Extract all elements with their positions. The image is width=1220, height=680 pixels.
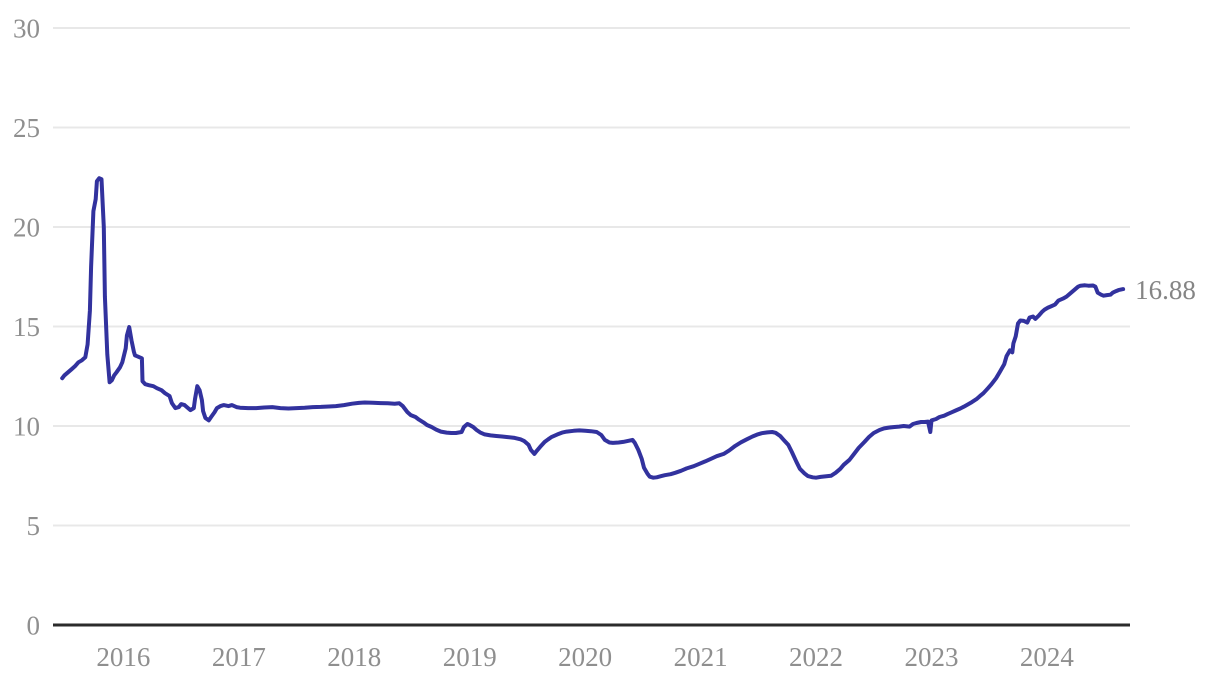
x-tick-label: 2021 bbox=[674, 642, 728, 672]
y-tick-label: 15 bbox=[13, 312, 40, 342]
x-tick-label: 2019 bbox=[443, 642, 497, 672]
y-tick-label: 25 bbox=[13, 113, 40, 143]
last-value-label: 16.88 bbox=[1135, 275, 1196, 306]
x-tick-label: 2020 bbox=[558, 642, 612, 672]
x-tick-label: 2018 bbox=[327, 642, 381, 672]
y-tick-label: 0 bbox=[27, 611, 41, 641]
x-tick-label: 2022 bbox=[789, 642, 843, 672]
x-tick-label: 2017 bbox=[212, 642, 266, 672]
x-tick-label: 2024 bbox=[1020, 642, 1075, 672]
data-line bbox=[60, 176, 1126, 480]
y-tick-label: 5 bbox=[27, 511, 41, 541]
x-tick-label: 2016 bbox=[96, 642, 150, 672]
y-tick-label: 30 bbox=[13, 14, 40, 44]
y-tick-label: 10 bbox=[13, 412, 40, 442]
y-tick-label: 20 bbox=[13, 213, 40, 243]
x-tick-label: 2023 bbox=[904, 642, 958, 672]
